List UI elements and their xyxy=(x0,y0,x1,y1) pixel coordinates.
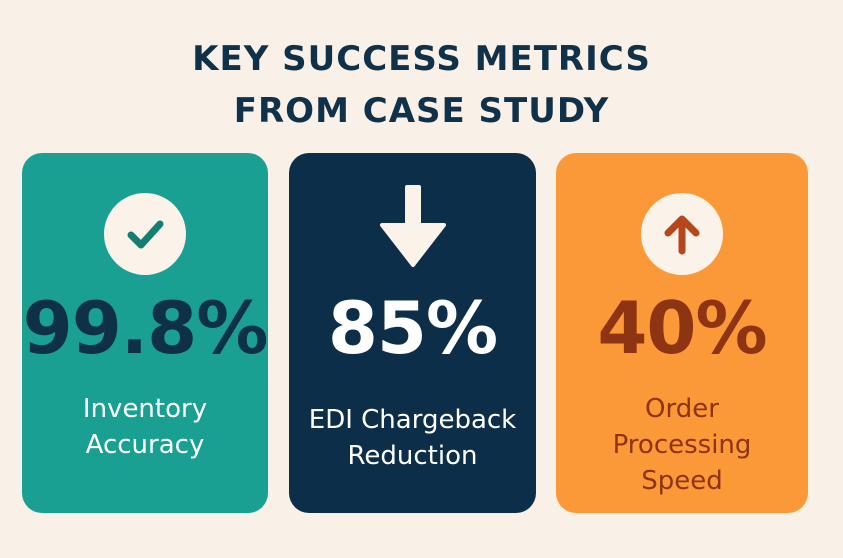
metric-value: 85% xyxy=(327,286,498,370)
metric-label: Order Processing Speed xyxy=(612,394,752,496)
metric-value: 40% xyxy=(597,286,767,370)
arrow-up-icon xyxy=(641,193,723,275)
page-title: KEY SUCCESS METRICS FROM CASE STUDY xyxy=(0,33,843,137)
arrow-down-icon xyxy=(373,185,453,267)
metric-value: 99.8% xyxy=(22,286,269,370)
metric-label: Inventory Accuracy xyxy=(82,394,208,460)
metric-card-order-processing-speed: 40% Order Processing Speed xyxy=(556,153,808,513)
title-line-2: FROM CASE STUDY xyxy=(233,91,610,131)
metric-card-inventory-accuracy: 99.8% Inventory Accuracy xyxy=(22,153,268,513)
title-line-1: KEY SUCCESS METRICS xyxy=(192,39,651,79)
metric-label: EDI Chargeback Reduction xyxy=(308,405,517,471)
checkmark-icon xyxy=(104,193,186,275)
metric-card-edi-chargeback-reduction: 85% EDI Chargeback Reduction xyxy=(289,153,536,513)
